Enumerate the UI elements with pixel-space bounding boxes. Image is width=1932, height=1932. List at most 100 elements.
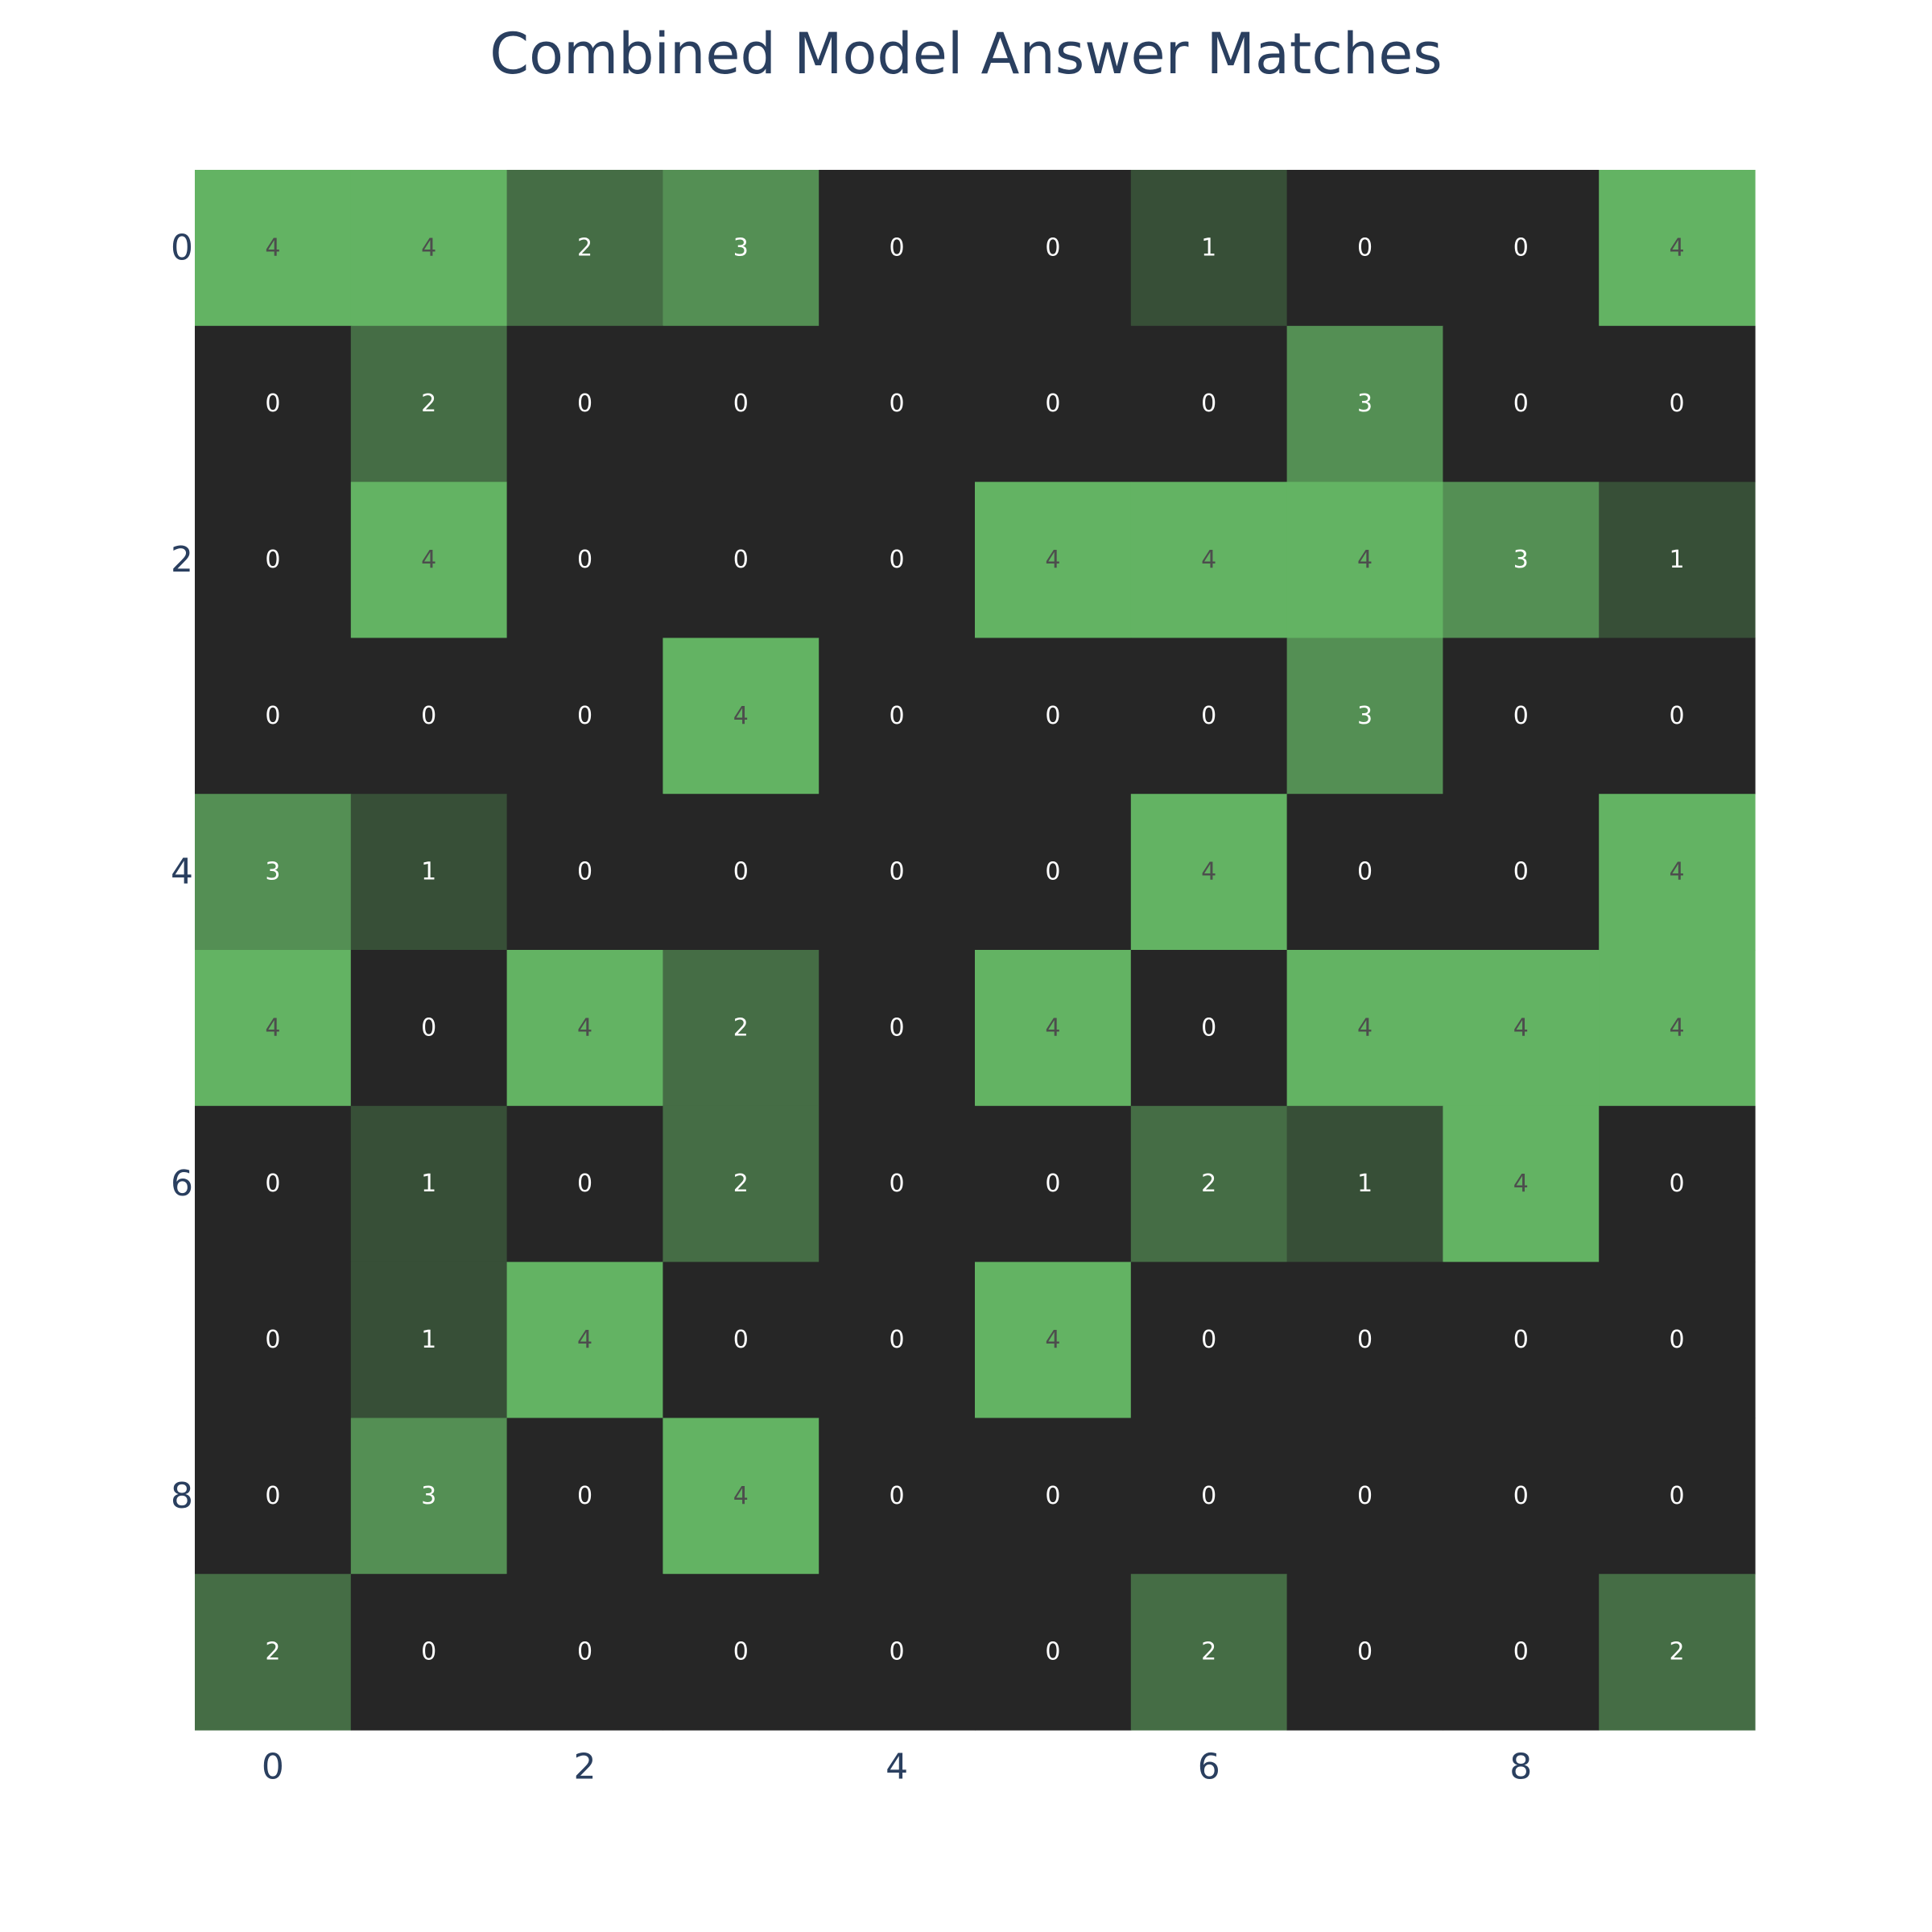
- heatmap-cell-value: 0: [890, 546, 905, 574]
- heatmap-cell-value: 4: [1045, 1326, 1060, 1354]
- heatmap-cell-value: 3: [265, 858, 280, 886]
- y-tick-label: 0: [171, 227, 193, 268]
- heatmap-cell-value: 3: [733, 233, 749, 262]
- heatmap-cell: [195, 481, 352, 638]
- heatmap-cell-value: 4: [265, 1013, 280, 1042]
- heatmap-cell-value: 4: [1357, 1013, 1373, 1042]
- heatmap-cell-value: 0: [1201, 390, 1216, 418]
- heatmap-cell: [1443, 794, 1600, 951]
- heatmap-cell-value: 2: [421, 390, 436, 418]
- heatmap-cell: [663, 1574, 819, 1731]
- heatmap-cell-value: 0: [1045, 1170, 1060, 1198]
- heatmap-cell: [350, 1418, 508, 1575]
- heatmap-cell-value: 1: [1201, 233, 1216, 262]
- heatmap-cell-value: 3: [1357, 390, 1373, 418]
- heatmap-cell: [350, 794, 508, 951]
- heatmap-cell: [1130, 1418, 1288, 1575]
- heatmap-cell: [1286, 170, 1443, 327]
- heatmap-cell: [350, 170, 508, 327]
- heatmap-cell-value: 0: [1045, 1638, 1060, 1666]
- heatmap-cell-value: 0: [1513, 390, 1529, 418]
- heatmap-cell: [350, 481, 508, 638]
- heatmap-cell-value: 0: [1201, 1326, 1216, 1354]
- heatmap-cell: [195, 794, 352, 951]
- y-tick-label: 2: [171, 539, 193, 580]
- heatmap-cell: [1599, 1418, 1756, 1575]
- heatmap-cell: [1286, 950, 1443, 1107]
- heatmap-cells: [195, 170, 1756, 1731]
- heatmap-cell-value: 4: [421, 546, 436, 574]
- heatmap-cell-value: 0: [265, 702, 280, 730]
- heatmap-cell-value: 0: [890, 1482, 905, 1510]
- heatmap-cell: [350, 325, 508, 483]
- chart-title: Combined Model Answer Matches: [489, 21, 1443, 87]
- heatmap-cell: [819, 1105, 976, 1263]
- y-tick-label: 4: [171, 852, 193, 893]
- heatmap-cell-value: 4: [1201, 546, 1216, 574]
- heatmap-cell-value: 0: [577, 1638, 592, 1666]
- heatmap-cell: [350, 1574, 508, 1731]
- heatmap-cell: [506, 1418, 663, 1575]
- heatmap-cell: [1130, 481, 1288, 638]
- heatmap-cell: [1130, 1105, 1288, 1263]
- heatmap-cell-value: 0: [1357, 1638, 1373, 1666]
- heatmap-cell: [663, 1418, 819, 1575]
- heatmap-cell: [506, 170, 663, 327]
- heatmap-cell-value: 4: [1670, 858, 1685, 886]
- heatmap-cell-value: 0: [1357, 1326, 1373, 1354]
- heatmap-cell-value: 0: [421, 1638, 436, 1666]
- heatmap-cell: [975, 950, 1132, 1107]
- heatmap-cell-value: 2: [733, 1013, 749, 1042]
- heatmap-cell-value: 4: [1513, 1170, 1529, 1198]
- heatmap-cell-value: 4: [733, 1482, 749, 1510]
- heatmap-cell-value: 0: [1513, 233, 1529, 262]
- heatmap-cell: [1443, 1418, 1600, 1575]
- heatmap-cell-value: 0: [890, 702, 905, 730]
- heatmap-cell-value: 0: [1045, 390, 1060, 418]
- heatmap-cell-value: 2: [1670, 1638, 1685, 1666]
- heatmap-cell-value: 0: [1670, 390, 1685, 418]
- heatmap-cell-value: 0: [577, 1482, 592, 1510]
- heatmap-cell-value: 0: [265, 1482, 280, 1510]
- heatmap-cell-value: 0: [733, 1638, 749, 1666]
- heatmap-cell: [1286, 1418, 1443, 1575]
- heatmap-cell: [1286, 1105, 1443, 1263]
- heatmap-cell: [663, 481, 819, 638]
- heatmap-cell: [663, 170, 819, 327]
- heatmap-cell: [663, 950, 819, 1107]
- x-tick-label: 8: [1509, 1747, 1532, 1788]
- heatmap-cell-value: 0: [1201, 1482, 1216, 1510]
- heatmap-cell: [819, 794, 976, 951]
- x-axis-ticks: 0 2 4 6 8: [262, 1747, 1532, 1788]
- heatmap-cell-value: 4: [1357, 546, 1373, 574]
- heatmap-cell: [195, 325, 352, 483]
- heatmap-cell: [195, 1105, 352, 1263]
- heatmap-cell: [975, 1105, 1132, 1263]
- heatmap-cell-value: 0: [890, 233, 905, 262]
- heatmap-cell-value: 4: [421, 233, 436, 262]
- heatmap-cell-value: 0: [265, 1326, 280, 1354]
- heatmap-cell: [1130, 1261, 1288, 1418]
- heatmap-cell: [1286, 638, 1443, 795]
- heatmap-cell-value: 2: [1201, 1638, 1216, 1666]
- heatmap-cell: [1130, 1574, 1288, 1731]
- heatmap-cell-value: 0: [421, 702, 436, 730]
- heatmap-cell: [506, 1261, 663, 1418]
- heatmap-cell-value: 4: [1513, 1013, 1529, 1042]
- heatmap-cell-value: 0: [265, 1170, 280, 1198]
- heatmap-cell: [506, 950, 663, 1107]
- heatmap-cell-value: 4: [1045, 546, 1060, 574]
- heatmap-cell-value: 0: [577, 702, 592, 730]
- heatmap-cell: [975, 1418, 1132, 1575]
- heatmap-cell-value: 0: [890, 390, 905, 418]
- heatmap-cell: [663, 794, 819, 951]
- heatmap-cell-value: 0: [1045, 1482, 1060, 1510]
- heatmap-cell: [1286, 1574, 1443, 1731]
- heatmap-cell-value: 0: [890, 858, 905, 886]
- heatmap-cell-value: 0: [733, 1326, 749, 1354]
- heatmap-cell: [350, 950, 508, 1107]
- heatmap-cell: [1286, 325, 1443, 483]
- heatmap-cell: [1599, 950, 1756, 1107]
- heatmap-cell-value: 0: [1670, 1170, 1685, 1198]
- heatmap-cell-value: 0: [265, 546, 280, 574]
